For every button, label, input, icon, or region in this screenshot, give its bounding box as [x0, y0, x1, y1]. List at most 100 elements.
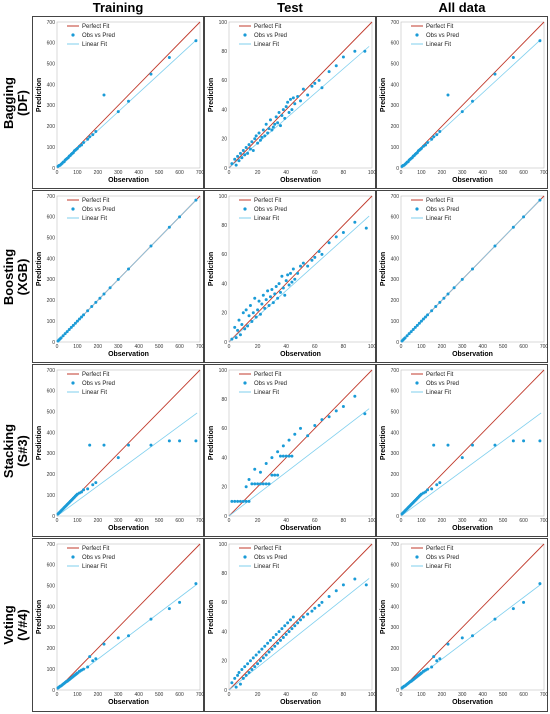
- legend-obs-label: Obs vs Pred: [426, 381, 459, 387]
- legend: Perfect Fit Obs vs Pred Linear Fit: [239, 198, 287, 222]
- data-point: [88, 655, 92, 659]
- y-tick-label: 200: [47, 472, 56, 478]
- y-tick-label: 40: [221, 107, 227, 113]
- panel-frame: [376, 190, 548, 363]
- data-point: [293, 277, 297, 281]
- data-point: [237, 159, 241, 163]
- data-point: [80, 315, 84, 319]
- legend-linear-label: Linear Fit: [254, 564, 279, 570]
- x-tick-label: 300: [114, 170, 123, 176]
- data-point: [341, 583, 345, 587]
- data-point: [247, 670, 251, 674]
- data-point: [538, 39, 542, 43]
- plot-area: [228, 195, 373, 343]
- data-point: [258, 312, 262, 316]
- x-tick-label: 100: [73, 344, 82, 350]
- x-tick-label: 300: [458, 170, 467, 176]
- y-tick-label: 0: [396, 688, 399, 694]
- data-point: [253, 137, 257, 141]
- x-tick-label: 500: [155, 170, 164, 176]
- x-axis-label: Observation: [452, 699, 493, 706]
- data-point: [261, 128, 265, 132]
- data-point: [301, 615, 305, 619]
- data-point: [69, 325, 73, 329]
- x-tick-label: 20: [255, 518, 261, 524]
- plot-area: [56, 543, 201, 691]
- data-point: [251, 311, 255, 315]
- legend-obs-label: Obs vs Pred: [82, 33, 115, 39]
- data-point: [283, 293, 287, 297]
- legend-obs-label: Obs vs Pred: [254, 33, 287, 39]
- x-tick-label: 200: [94, 692, 103, 698]
- data-point: [257, 650, 261, 654]
- linear-fit-line: [228, 578, 370, 691]
- data-point: [82, 141, 86, 145]
- data-point: [460, 110, 464, 114]
- data-point: [264, 482, 268, 486]
- data-point: [270, 287, 274, 291]
- x-tick-label: 400: [479, 344, 488, 350]
- legend-linear-label: Linear Fit: [426, 564, 451, 570]
- y-tick-label: 500: [391, 410, 400, 416]
- data-point: [327, 595, 331, 599]
- x-tick-label: 200: [94, 518, 103, 524]
- data-point: [430, 137, 434, 141]
- data-point: [256, 662, 260, 666]
- data-point: [253, 665, 257, 669]
- data-point: [407, 332, 411, 336]
- data-point: [284, 105, 288, 109]
- data-point: [317, 78, 321, 82]
- data-point: [432, 135, 436, 139]
- data-point: [80, 143, 84, 147]
- data-point: [178, 215, 182, 219]
- data-point: [253, 467, 257, 471]
- data-point: [276, 121, 280, 125]
- data-point: [460, 277, 464, 281]
- data-point: [247, 499, 251, 503]
- data-point: [244, 485, 248, 489]
- x-tick-label: 400: [479, 170, 488, 176]
- data-point: [268, 638, 272, 642]
- data-point: [522, 215, 526, 219]
- y-tick-label: 200: [47, 298, 56, 304]
- data-point: [86, 487, 90, 491]
- data-point: [75, 146, 79, 150]
- y-tick-label: 300: [47, 625, 56, 631]
- legend-perfect-label: Perfect Fit: [254, 24, 282, 30]
- y-tick-label: 100: [219, 20, 228, 26]
- data-point: [460, 636, 464, 640]
- data-point: [419, 146, 423, 150]
- scatter-panel: 00 20 20 40 40 60 60 80 80 100 100 Observation Predi…: [208, 194, 376, 358]
- legend-obs-swatch: [243, 555, 247, 559]
- legend-obs-label: Obs vs Pred: [254, 207, 287, 213]
- y-axis-label: Prediction: [380, 600, 387, 634]
- data-point: [91, 659, 95, 663]
- data-point: [236, 154, 240, 158]
- data-point: [310, 84, 314, 88]
- data-point: [432, 655, 436, 659]
- data-point: [283, 624, 287, 628]
- y-tick-label: 40: [221, 281, 227, 287]
- y-tick-label: 100: [391, 493, 400, 499]
- legend-obs-label: Obs vs Pred: [254, 555, 287, 561]
- legend-obs-swatch: [243, 381, 247, 385]
- data-point: [293, 624, 297, 628]
- data-point: [313, 423, 317, 427]
- x-tick-label: 300: [458, 692, 467, 698]
- y-tick-label: 300: [391, 277, 400, 283]
- data-point: [493, 72, 497, 76]
- data-point: [261, 482, 265, 486]
- x-tick-label: 100: [417, 344, 426, 350]
- data-point: [241, 499, 245, 503]
- legend-linear-label: Linear Fit: [426, 390, 451, 396]
- data-point: [233, 676, 237, 680]
- y-tick-label: 500: [47, 584, 56, 590]
- data-point: [270, 647, 274, 651]
- y-tick-label: 20: [221, 659, 227, 665]
- y-tick-label: 60: [221, 252, 227, 258]
- x-tick-label: 80: [341, 692, 347, 698]
- data-point: [102, 443, 106, 447]
- data-point: [237, 318, 241, 322]
- y-tick-label: 300: [391, 451, 400, 457]
- legend-linear-label: Linear Fit: [82, 216, 107, 222]
